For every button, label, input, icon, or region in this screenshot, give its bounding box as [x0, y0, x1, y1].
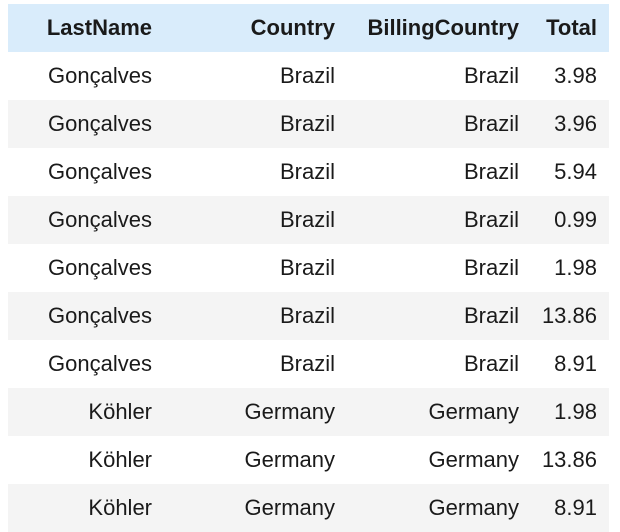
- cell-country: Brazil: [279, 303, 335, 328]
- table-row: Köhler Germany Germany 8.91: [8, 484, 609, 532]
- cell-billingcountry: Germany: [428, 495, 519, 520]
- cell-billingcountry: Brazil: [463, 111, 519, 136]
- cell-total: 1.98: [554, 255, 597, 280]
- cell-billingcountry: Brazil: [463, 303, 519, 328]
- cell-billingcountry: Brazil: [463, 351, 519, 376]
- table-row: Gonçalves Brazil Brazil 1.98: [8, 244, 609, 292]
- table-body: Gonçalves Brazil Brazil 3.98 Gonçalves B…: [8, 52, 609, 532]
- cell-total: 13.86: [541, 303, 597, 328]
- table-row: Köhler Germany Germany 13.86: [8, 436, 609, 484]
- cell-total: 13.86: [541, 447, 597, 472]
- cell-billingcountry: Brazil: [463, 159, 519, 184]
- cell-billingcountry: Brazil: [463, 207, 519, 232]
- cell-lastname: Gonçalves: [48, 207, 152, 232]
- cell-lastname: Köhler: [88, 447, 152, 472]
- cell-billingcountry: Germany: [428, 447, 519, 472]
- cell-billingcountry: Brazil: [463, 255, 519, 280]
- cell-country: Brazil: [279, 207, 335, 232]
- table-row: Köhler Germany Germany 1.98: [8, 388, 609, 436]
- column-header-country[interactable]: Country: [250, 15, 335, 40]
- column-header-lastname[interactable]: LastName: [46, 15, 152, 40]
- data-table: LastName Country BillingCountry Total Go…: [8, 4, 609, 532]
- table-row: Gonçalves Brazil Brazil 3.98: [8, 52, 609, 100]
- cell-total: 1.98: [554, 399, 597, 424]
- cell-total: 3.96: [554, 111, 597, 136]
- cell-total: 5.94: [554, 159, 597, 184]
- cell-country: Germany: [244, 399, 335, 424]
- cell-lastname: Gonçalves: [48, 351, 152, 376]
- cell-lastname: Gonçalves: [48, 255, 152, 280]
- cell-billingcountry: Brazil: [463, 63, 519, 88]
- column-header-total[interactable]: Total: [546, 15, 597, 40]
- header-row: LastName Country BillingCountry Total: [8, 4, 609, 52]
- cell-lastname: Köhler: [88, 495, 152, 520]
- cell-country: Germany: [244, 495, 335, 520]
- data-table-container: LastName Country BillingCountry Total Go…: [8, 4, 609, 532]
- column-header-billingcountry[interactable]: BillingCountry: [367, 15, 519, 40]
- cell-total: 8.91: [554, 351, 597, 376]
- cell-total: 3.98: [554, 63, 597, 88]
- cell-billingcountry: Germany: [428, 399, 519, 424]
- table-row: Gonçalves Brazil Brazil 13.86: [8, 292, 609, 340]
- cell-country: Brazil: [279, 159, 335, 184]
- cell-lastname: Gonçalves: [48, 63, 152, 88]
- cell-country: Brazil: [279, 63, 335, 88]
- cell-country: Brazil: [279, 255, 335, 280]
- table-row: Gonçalves Brazil Brazil 0.99: [8, 196, 609, 244]
- cell-country: Germany: [244, 447, 335, 472]
- cell-country: Brazil: [279, 111, 335, 136]
- table-row: Gonçalves Brazil Brazil 3.96: [8, 100, 609, 148]
- table-row: Gonçalves Brazil Brazil 5.94: [8, 148, 609, 196]
- cell-lastname: Köhler: [88, 399, 152, 424]
- table-row: Gonçalves Brazil Brazil 8.91: [8, 340, 609, 388]
- cell-lastname: Gonçalves: [48, 159, 152, 184]
- cell-lastname: Gonçalves: [48, 303, 152, 328]
- table-header: LastName Country BillingCountry Total: [8, 4, 609, 52]
- cell-lastname: Gonçalves: [48, 111, 152, 136]
- cell-total: 8.91: [554, 495, 597, 520]
- cell-country: Brazil: [279, 351, 335, 376]
- cell-total: 0.99: [554, 207, 597, 232]
